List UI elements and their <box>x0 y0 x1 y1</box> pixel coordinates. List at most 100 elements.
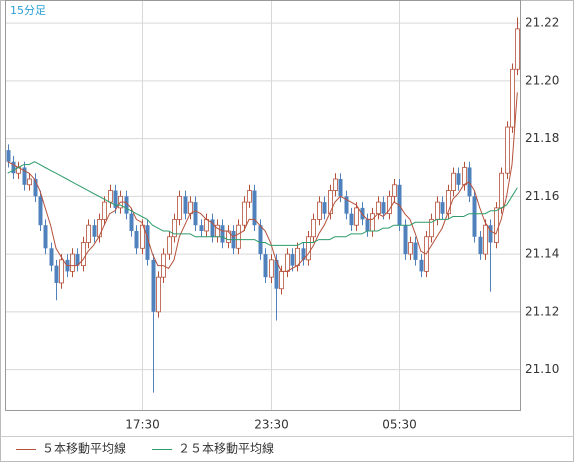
candle-body <box>301 248 306 260</box>
candle-body <box>354 207 359 226</box>
candle-body <box>134 230 139 249</box>
candle-body <box>167 236 172 255</box>
legend-label: ５本移動平均線 <box>42 441 126 456</box>
candle-body <box>462 167 467 186</box>
y-tick-label: 21.10 <box>525 362 559 376</box>
candle-body <box>177 195 182 220</box>
candle-body <box>515 28 520 70</box>
candle-body <box>27 178 32 186</box>
candle-body <box>38 196 43 226</box>
candle-body <box>360 207 365 220</box>
candle-body <box>86 224 91 243</box>
candle-body <box>43 225 48 249</box>
candle-body <box>54 265 59 283</box>
y-tick-label: 21.18 <box>525 131 559 145</box>
candle-body <box>456 173 461 185</box>
candle-body <box>210 219 215 237</box>
candle-body <box>317 201 322 220</box>
candle-body <box>408 242 413 255</box>
candle-body <box>376 201 381 215</box>
candle-body <box>172 219 177 238</box>
candle-body <box>446 190 451 215</box>
candle-body <box>70 253 75 272</box>
candle-body <box>11 161 16 174</box>
candle-body <box>258 225 263 255</box>
candle-body <box>204 219 209 232</box>
candle-body <box>279 271 284 290</box>
y-tick-label: 21.22 <box>525 16 559 30</box>
candle-body <box>370 213 375 232</box>
chart-title: 15分足 <box>10 4 46 17</box>
candle-body <box>188 201 193 215</box>
candle-body <box>435 201 440 220</box>
candle-body <box>242 201 247 226</box>
candle-body <box>102 201 107 220</box>
x-tick-label: 05:30 <box>382 418 417 432</box>
candle-body <box>199 225 204 231</box>
candle-body <box>451 172 456 191</box>
candle-body <box>505 126 510 174</box>
candle-body <box>494 207 499 243</box>
candle-body <box>113 190 118 208</box>
plot-area <box>5 0 520 410</box>
candle-body <box>472 196 477 237</box>
x-tick-label: 23:30 <box>254 418 289 432</box>
candle-body <box>322 202 327 214</box>
candle-body <box>429 219 434 238</box>
candle-body <box>193 202 198 226</box>
candle-body <box>328 190 333 215</box>
y-tick-label: 21.12 <box>525 304 559 318</box>
candle-body <box>22 167 27 185</box>
candle-body <box>440 202 445 214</box>
candle-body <box>488 225 493 243</box>
candle-body <box>349 213 354 226</box>
candle-body <box>220 225 225 243</box>
candle-body <box>97 219 102 238</box>
y-tick-label: 21.20 <box>525 73 559 87</box>
candle-body <box>499 172 504 209</box>
candle-body <box>413 242 418 260</box>
candle-body <box>129 213 134 231</box>
candle-body <box>274 259 279 289</box>
candle-body <box>269 259 274 278</box>
candle-body <box>478 236 483 255</box>
candle-body <box>145 225 150 260</box>
candle-body <box>151 259 156 312</box>
candle-body <box>483 224 488 255</box>
candle-body <box>403 225 408 255</box>
candle-body <box>247 190 252 203</box>
candle-body <box>226 230 231 243</box>
x-tick-label: 17:30 <box>125 418 160 432</box>
candle-body <box>6 150 11 162</box>
candle-body <box>252 190 257 226</box>
candle-body <box>81 242 86 267</box>
candle-body <box>59 259 64 284</box>
candle-body <box>311 219 316 238</box>
candle-body <box>344 196 349 214</box>
candle-body <box>306 236 311 261</box>
candle-body <box>295 247 300 267</box>
candle-body <box>92 225 97 237</box>
candle-body <box>338 179 343 197</box>
candle-body <box>183 196 188 214</box>
candle-body <box>419 259 424 272</box>
candle-body <box>290 254 295 266</box>
candle-body <box>124 196 129 214</box>
candle-body <box>387 195 392 215</box>
candle-body <box>381 202 386 214</box>
plot-border <box>5 0 521 411</box>
candle-body <box>75 254 80 266</box>
candle-body <box>263 254 268 278</box>
moving-average-line <box>7 161 518 246</box>
candle-body <box>285 253 290 272</box>
candle-body <box>392 184 397 197</box>
legend-label: ２５本移動平均線 <box>178 441 274 456</box>
y-tick-label: 21.16 <box>525 189 559 203</box>
candle-body <box>33 179 38 197</box>
moving-average-line <box>7 92 518 272</box>
candle-body <box>49 248 54 266</box>
candle-body <box>236 224 241 249</box>
y-tick-label: 21.14 <box>525 247 559 261</box>
candle-body <box>108 190 113 203</box>
